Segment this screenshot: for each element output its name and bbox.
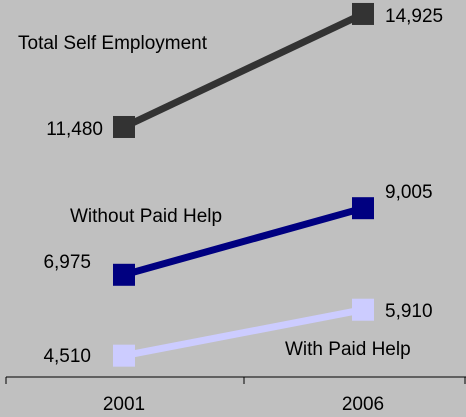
point-marker xyxy=(113,344,135,367)
series-line xyxy=(123,306,364,360)
point-marker xyxy=(352,298,374,321)
value-label: 9,005 xyxy=(385,182,433,203)
point-marker xyxy=(113,115,135,138)
series-label: Without Paid Help xyxy=(70,206,222,227)
value-label: 6,975 xyxy=(43,252,91,273)
series-line xyxy=(122,10,365,131)
point-marker xyxy=(352,2,374,25)
value-label: 4,510 xyxy=(43,346,91,367)
point-marker xyxy=(352,197,374,220)
value-label: 11,480 xyxy=(46,119,103,140)
x-tick-label: 2006 xyxy=(342,394,384,415)
x-tick-label: 2001 xyxy=(103,394,145,415)
point-marker xyxy=(113,263,135,286)
series-label: Total Self Employment xyxy=(18,33,208,54)
series-label: With Paid Help xyxy=(285,339,411,360)
value-label: 14,925 xyxy=(385,6,443,27)
series-line xyxy=(123,204,364,279)
value-label: 5,910 xyxy=(385,301,433,322)
